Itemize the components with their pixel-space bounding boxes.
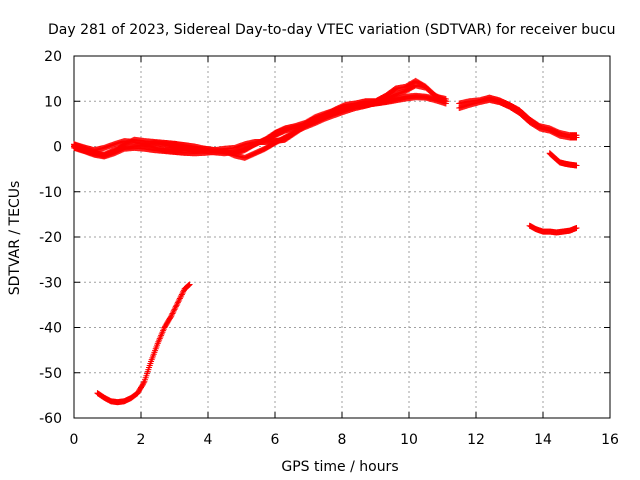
data-point bbox=[174, 299, 181, 306]
series-arc-6 bbox=[456, 96, 580, 141]
y-tick-label: -30 bbox=[39, 275, 62, 291]
y-tick-label: 10 bbox=[44, 94, 62, 110]
series-arc-8 bbox=[526, 222, 580, 236]
x-tick-label: 12 bbox=[467, 432, 485, 448]
data-point bbox=[175, 298, 182, 305]
y-tick-label: 0 bbox=[53, 140, 62, 156]
data-point bbox=[172, 303, 179, 310]
series-arc-9 bbox=[94, 281, 193, 406]
x-tick-label: 0 bbox=[70, 432, 79, 448]
data-point bbox=[168, 311, 175, 318]
grid-lines bbox=[74, 56, 610, 418]
x-tick-label: 14 bbox=[534, 432, 552, 448]
data-point bbox=[442, 95, 449, 102]
data-point bbox=[573, 224, 580, 231]
axis-ticks: 0 2 4 6 8 10 12 14 16 -60 -50 -40 -30 -20 -10 0 10 20 bbox=[39, 49, 619, 448]
y-tick-label: -50 bbox=[39, 366, 62, 382]
x-axis-label: GPS time / hours bbox=[281, 459, 398, 475]
data-point bbox=[140, 379, 147, 386]
series-arc-7 bbox=[546, 150, 580, 169]
y-tick-label: -20 bbox=[39, 230, 62, 246]
y-axis-label: SDTVAR / TECUs bbox=[7, 181, 23, 296]
series-arc-4 bbox=[71, 77, 449, 159]
data-point bbox=[171, 306, 178, 313]
data-point bbox=[186, 281, 193, 288]
data-point bbox=[178, 291, 185, 298]
y-tick-label: -60 bbox=[39, 411, 62, 427]
data-point bbox=[179, 290, 186, 297]
data-point bbox=[169, 310, 176, 317]
data-point bbox=[174, 300, 181, 307]
y-tick-label: -40 bbox=[39, 321, 62, 337]
data-point bbox=[180, 288, 187, 295]
data-point bbox=[573, 134, 580, 141]
x-tick-label: 16 bbox=[601, 432, 619, 448]
data-point bbox=[176, 295, 183, 302]
data-marks bbox=[71, 77, 580, 406]
x-tick-label: 10 bbox=[400, 432, 418, 448]
chart-title: Day 281 of 2023, Sidereal Day-to-day VTE… bbox=[48, 22, 616, 38]
x-tick-label: 2 bbox=[137, 432, 146, 448]
y-tick-label: -10 bbox=[39, 185, 62, 201]
data-point bbox=[172, 305, 179, 312]
data-point bbox=[573, 162, 580, 169]
x-tick-label: 6 bbox=[271, 432, 280, 448]
x-tick-label: 8 bbox=[338, 432, 347, 448]
data-point bbox=[170, 307, 177, 314]
data-point bbox=[178, 292, 185, 299]
data-point bbox=[173, 302, 180, 309]
data-point bbox=[176, 296, 183, 303]
y-tick-label: 20 bbox=[44, 49, 62, 65]
x-tick-label: 4 bbox=[204, 432, 213, 448]
data-point bbox=[168, 313, 175, 320]
data-point bbox=[177, 294, 184, 301]
data-point bbox=[170, 309, 177, 316]
